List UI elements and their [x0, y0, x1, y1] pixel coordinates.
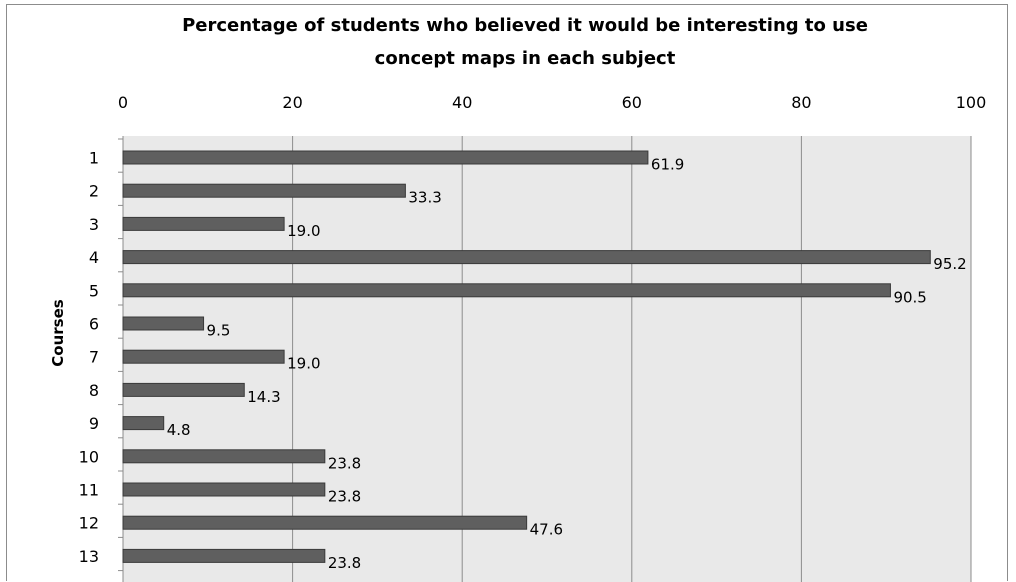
data-label: 19.0 [287, 222, 320, 240]
x-tick-label: 40 [452, 93, 472, 112]
x-tick-label: 100 [956, 93, 987, 112]
bar-chart: Percentage of students who believed it w… [49, 15, 986, 582]
bars [122, 150, 931, 563]
x-axis-ticks: 0 20 40 60 80 100 [118, 93, 986, 112]
gridlines [292, 136, 972, 582]
category-label: 3 [89, 215, 99, 234]
bar [122, 216, 285, 231]
data-label: 23.8 [328, 488, 361, 506]
bar [122, 150, 649, 165]
category-label: 5 [89, 281, 99, 300]
bar [122, 283, 891, 298]
bar [122, 349, 285, 364]
data-label: 33.3 [408, 189, 441, 207]
bar [122, 482, 326, 497]
value-labels: 61.9 33.3 19.0 95.2 90.5 9.5 19.0 14.3 4.8 23.8 23… [167, 156, 967, 572]
x-tick-label: 0 [118, 93, 128, 112]
category-label: 8 [89, 381, 99, 400]
data-label: 95.2 [933, 255, 966, 273]
category-label: 4 [89, 248, 99, 267]
category-label: 2 [89, 182, 99, 201]
category-label: 11 [79, 481, 99, 500]
data-label: 9.5 [207, 322, 231, 340]
bar [122, 515, 528, 530]
chart-title-line-1: Percentage of students who believed it w… [182, 15, 868, 36]
chart-frame: Percentage of students who believed it w… [6, 4, 1008, 582]
bar [122, 449, 326, 464]
data-label: 61.9 [651, 156, 684, 174]
bar [122, 316, 205, 331]
bar [122, 548, 326, 563]
data-label: 4.8 [167, 421, 191, 439]
data-label: 90.5 [893, 288, 926, 306]
category-label: 1 [89, 149, 99, 168]
chart-title: Percentage of students who believed it w… [182, 15, 868, 69]
category-label: 12 [79, 514, 99, 533]
data-label: 23.8 [328, 554, 361, 572]
category-label: 13 [79, 547, 99, 566]
x-tick-label: 20 [282, 93, 302, 112]
category-label: 7 [89, 348, 99, 367]
data-label: 14.3 [247, 388, 280, 406]
category-label: 9 [89, 414, 99, 433]
category-label: 6 [89, 315, 99, 334]
data-label: 23.8 [328, 454, 361, 472]
bar [122, 183, 406, 198]
category-label: 10 [79, 447, 99, 466]
bar [122, 250, 931, 265]
bar [122, 382, 245, 397]
x-tick-label: 60 [622, 93, 642, 112]
x-tick-label: 80 [791, 93, 811, 112]
data-label: 47.6 [530, 521, 563, 539]
y-axis-label: Courses [49, 299, 67, 366]
bar [122, 416, 165, 431]
data-label: 19.0 [287, 355, 320, 373]
chart-title-line-2: concept maps in each subject [375, 48, 676, 69]
